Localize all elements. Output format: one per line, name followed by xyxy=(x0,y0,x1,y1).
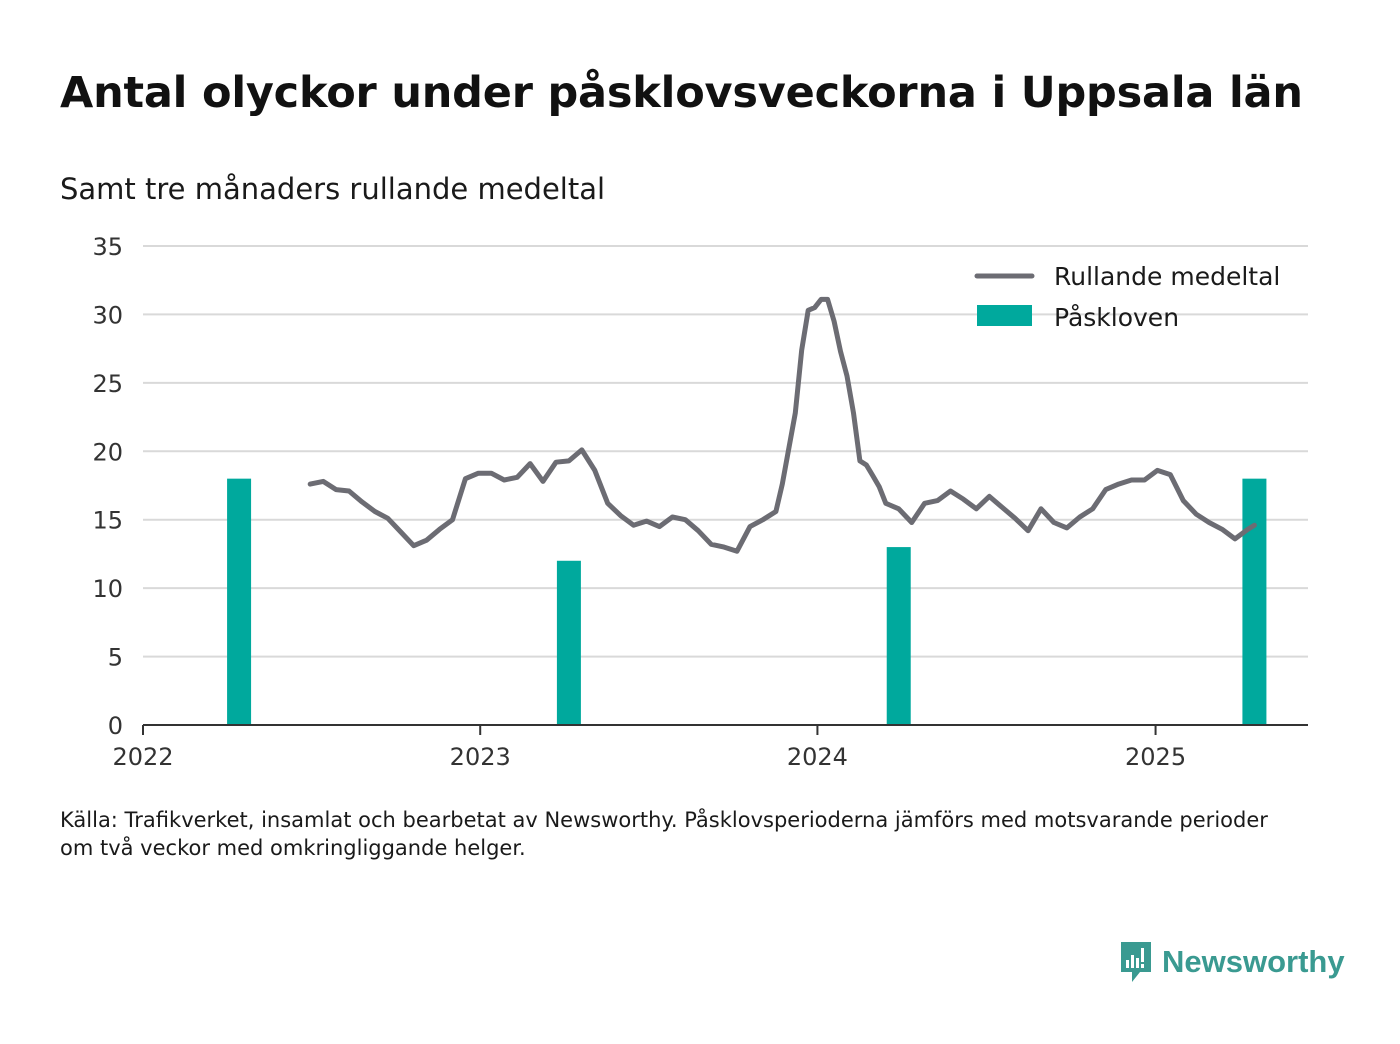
brand-name: Newsworthy xyxy=(1162,944,1345,979)
source-note: Källa: Trafikverket, insamlat och bearbe… xyxy=(60,806,1300,862)
y-tick-label: 0 xyxy=(108,712,123,740)
brand-logo: Newsworthy xyxy=(1118,940,1345,984)
line-series-rullande-medeltal xyxy=(307,296,1257,554)
y-tick-label: 30 xyxy=(92,301,123,329)
y-tick-label: 20 xyxy=(92,438,123,466)
chart-title: Antal olyckor under påsklovsveckorna i U… xyxy=(60,68,1303,118)
y-tick-label: 15 xyxy=(92,507,123,535)
legend-label-rullande-medeltal: Rullande medeltal xyxy=(1054,262,1280,291)
y-tick-label: 5 xyxy=(108,644,123,672)
x-tick-label: 2022 xyxy=(112,743,173,771)
newsworthy-logo-icon xyxy=(1121,942,1151,982)
source-line-2: om två veckor med omkringliggande helger… xyxy=(60,836,526,860)
y-tick-label: 25 xyxy=(92,370,123,398)
x-tick-label: 2023 xyxy=(450,743,511,771)
chart-subtitle: Samt tre månaders rullande medeltal xyxy=(60,172,606,206)
x-tick-label: 2024 xyxy=(787,743,848,771)
bar-series-paskloven xyxy=(227,478,1267,725)
bar xyxy=(1242,478,1267,725)
y-tick-label: 35 xyxy=(92,233,123,261)
legend-label-paskloven: Påskloven xyxy=(1054,303,1179,332)
x-tick-label: 2025 xyxy=(1125,743,1186,771)
y-tick-label: 10 xyxy=(92,575,123,603)
bar xyxy=(886,547,911,725)
grid-lines xyxy=(143,245,1308,658)
legend: Rullande medeltal Påskloven xyxy=(974,262,1280,332)
legend-swatch-bar xyxy=(977,305,1032,326)
bar xyxy=(556,560,581,725)
bar xyxy=(227,478,252,725)
source-line-1: Källa: Trafikverket, insamlat och bearbe… xyxy=(60,808,1268,832)
